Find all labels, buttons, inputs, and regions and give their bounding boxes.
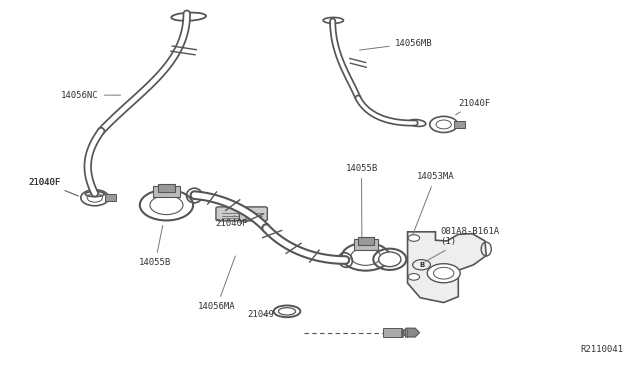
Text: 14056MB: 14056MB bbox=[360, 39, 433, 50]
Text: 21040F: 21040F bbox=[215, 215, 248, 228]
FancyBboxPatch shape bbox=[383, 328, 402, 337]
FancyBboxPatch shape bbox=[358, 237, 374, 245]
FancyBboxPatch shape bbox=[239, 207, 268, 221]
Text: 081A8-B161A
(1): 081A8-B161A (1) bbox=[425, 227, 500, 262]
Text: 14055B: 14055B bbox=[346, 164, 378, 239]
FancyBboxPatch shape bbox=[153, 186, 180, 197]
Text: 14056MA: 14056MA bbox=[198, 256, 236, 311]
Text: 21040F: 21040F bbox=[28, 178, 78, 196]
FancyBboxPatch shape bbox=[216, 207, 244, 221]
Text: B: B bbox=[419, 262, 424, 268]
Text: R2110041: R2110041 bbox=[580, 345, 623, 354]
Text: 21040F: 21040F bbox=[28, 178, 78, 196]
Ellipse shape bbox=[379, 252, 401, 267]
Circle shape bbox=[408, 273, 420, 280]
Text: 14053MA: 14053MA bbox=[413, 172, 454, 234]
Text: 14056NC: 14056NC bbox=[61, 91, 120, 100]
Text: 21049: 21049 bbox=[247, 311, 274, 320]
Circle shape bbox=[408, 235, 420, 241]
Text: 21040F: 21040F bbox=[456, 99, 490, 115]
FancyBboxPatch shape bbox=[157, 183, 175, 192]
PathPatch shape bbox=[408, 232, 486, 302]
FancyBboxPatch shape bbox=[104, 194, 116, 201]
Text: 14055B: 14055B bbox=[139, 225, 172, 267]
FancyBboxPatch shape bbox=[353, 239, 378, 250]
FancyBboxPatch shape bbox=[454, 121, 465, 128]
Circle shape bbox=[428, 264, 460, 283]
